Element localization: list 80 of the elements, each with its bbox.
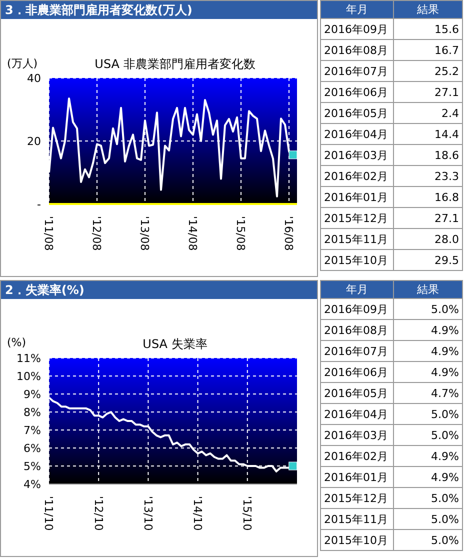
text: 27.1	[393, 208, 462, 228]
text: 2015年10月	[320, 250, 394, 270]
text: 2016年09月	[320, 298, 394, 320]
text: 29.5	[393, 250, 462, 270]
text: 15.6	[393, 18, 462, 40]
text: 14.4	[393, 124, 462, 144]
text: 28.0	[393, 228, 462, 250]
x-tick-label: '13/08	[138, 216, 152, 251]
y-tick-label: 4%	[24, 478, 41, 491]
x-tick-label: '14/08	[186, 216, 200, 251]
text: 5.0%	[393, 508, 462, 530]
text: 2015年11月	[320, 508, 394, 530]
text: 2016年01月	[320, 466, 394, 488]
text: 2016年06月	[320, 82, 394, 102]
text: 2016年03月	[320, 144, 394, 166]
text: 2016年04月	[320, 404, 394, 424]
text: 2015年12月	[320, 208, 394, 228]
text: 2016年07月	[320, 60, 394, 82]
text: 2016年05月	[320, 102, 394, 124]
text: 2015年12月	[320, 488, 394, 508]
text: 2016年03月	[320, 424, 394, 446]
text: 5.0%	[393, 404, 462, 424]
y-tick-label: 7%	[24, 424, 41, 437]
y-axis-title: (%)	[7, 336, 26, 349]
text: 5.0%	[393, 424, 462, 446]
text: 5.0%	[393, 530, 462, 550]
x-tick-label: '11/10	[42, 496, 56, 531]
x-tick-label: '13/10	[141, 496, 154, 531]
text: 2015年11月	[320, 228, 394, 250]
text: 2016年04月	[320, 124, 394, 144]
text: 5.0%	[393, 298, 462, 320]
text: 2015年10月	[320, 530, 394, 550]
text: 2016年05月	[320, 382, 394, 404]
text: 23.3	[393, 166, 462, 186]
y-tick-label: 10%	[16, 370, 41, 383]
text: 18.6	[393, 144, 462, 166]
x-tick-label: '16/08	[282, 216, 296, 251]
y-tick-label: 40	[27, 72, 41, 85]
text: 4.9%	[393, 446, 462, 466]
text: 2016年01月	[320, 186, 394, 208]
text: 2016年02月	[320, 446, 394, 466]
text: 4.9%	[393, 320, 462, 340]
x-tick-label: '12/10	[92, 496, 105, 531]
text: 年月	[320, 0, 394, 18]
text: 2016年08月	[320, 40, 394, 60]
chart-title: 3．非農業部門雇用者変化数(万人)	[1, 1, 317, 19]
text: 16.7	[393, 40, 462, 60]
x-tick-label: '15/08	[234, 216, 248, 251]
text: 2.4	[393, 102, 462, 124]
text: 2016年02月	[320, 166, 394, 186]
x-tick-label: '14/10	[190, 496, 204, 531]
text: 27.1	[393, 82, 462, 102]
text: 4.9%	[393, 362, 462, 382]
text: 結果	[393, 280, 462, 298]
x-tick-label: '12/08	[90, 216, 104, 251]
x-tick-label: '11/08	[42, 216, 56, 251]
y-axis-title: (万人)	[7, 56, 38, 71]
y-tick-label: 5%	[24, 460, 41, 473]
y-tick-label: 6%	[24, 442, 41, 455]
y-tick-label: 9%	[24, 388, 41, 401]
y-tick-label: 11%	[16, 352, 41, 365]
text: 4.7%	[393, 382, 462, 404]
y-tick-label: 8%	[24, 406, 41, 419]
x-tick-label: '15/10	[240, 496, 254, 531]
text: 25.2	[393, 60, 462, 82]
text: 4.9%	[393, 340, 462, 362]
y-tick-label: 20	[27, 134, 41, 148]
chart-subtitle: USA 失業率	[142, 336, 208, 353]
chart-subtitle: USA 非農業部門雇用者変化数	[94, 56, 256, 73]
text: 2016年06月	[320, 362, 394, 382]
text: 4.9%	[393, 466, 462, 488]
text: 2016年08月	[320, 320, 394, 340]
y-tick-label: -	[37, 198, 42, 211]
text: 16.8	[393, 186, 462, 208]
text: 2016年09月	[320, 18, 394, 40]
text: 結果	[393, 0, 462, 18]
chart-title: 2．失業率(%)	[1, 281, 317, 299]
text: 5.0%	[393, 488, 462, 508]
text: 2016年07月	[320, 340, 394, 362]
text: 年月	[320, 280, 394, 298]
